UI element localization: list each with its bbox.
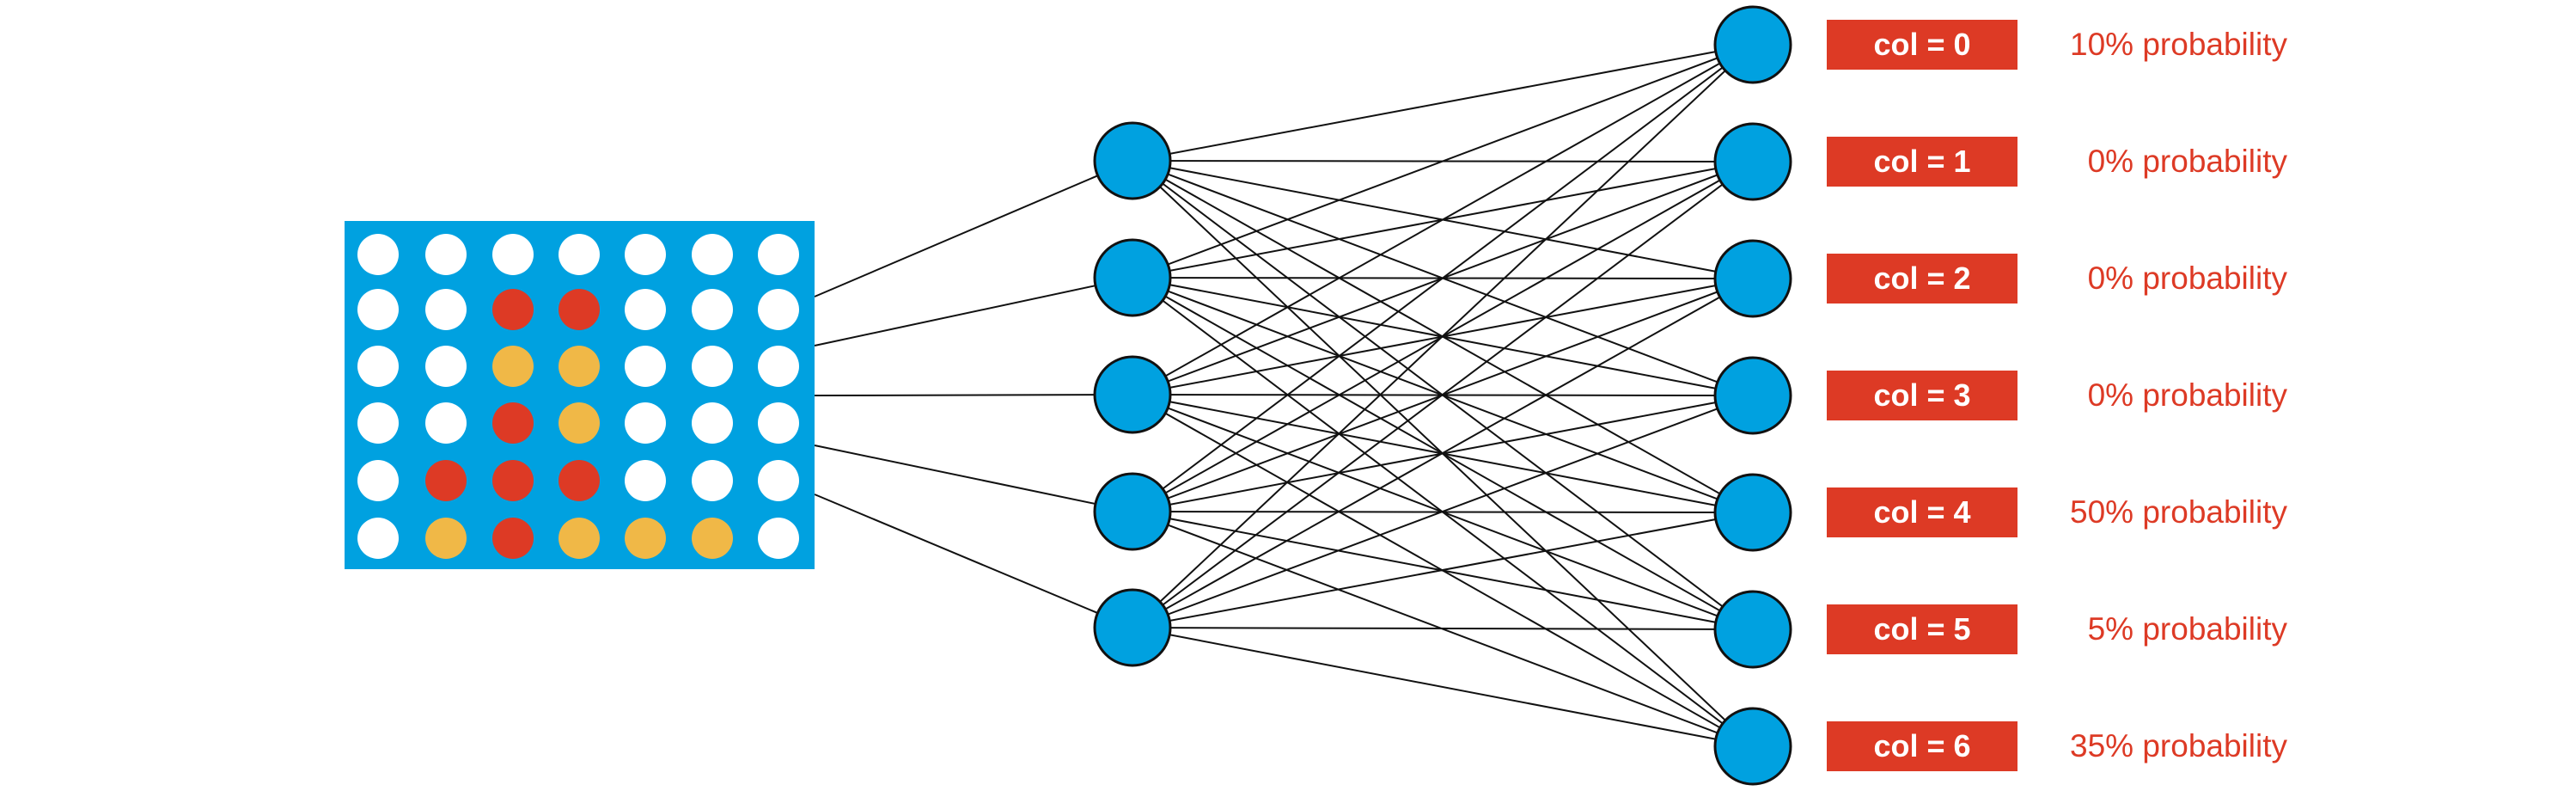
- output-probability-col-3: 0% probability: [2087, 377, 2287, 413]
- board-cell-yellow: [425, 518, 467, 559]
- board-cell-yellow: [625, 518, 666, 559]
- board-cell-empty: [692, 346, 733, 387]
- connection-lines: [814, 44, 1754, 747]
- board-cell-empty: [758, 234, 799, 275]
- board-cell-empty: [357, 402, 399, 444]
- board-cell-empty: [625, 460, 666, 501]
- board-cell-yellow: [692, 518, 733, 559]
- hidden-output-connection-line: [1132, 161, 1754, 629]
- output-label-col-1: col = 1: [1827, 137, 2017, 187]
- board-cell-empty: [758, 402, 799, 444]
- hidden-node: [1093, 355, 1172, 434]
- board-cell-red: [559, 460, 600, 501]
- hidden-output-connection-line: [1132, 395, 1754, 629]
- hidden-node: [1093, 121, 1172, 200]
- hidden-output-connection-line: [1132, 44, 1754, 162]
- game-board: [345, 221, 815, 569]
- hidden-output-connection-line: [1132, 512, 1754, 629]
- output-label-col-0: col = 0: [1827, 20, 2017, 70]
- output-label-col-6: col = 6: [1827, 721, 2017, 771]
- output-node: [1713, 5, 1792, 84]
- board-cell-empty: [357, 289, 399, 330]
- board-cell-empty: [492, 234, 534, 275]
- output-node: [1713, 356, 1792, 435]
- board-cell-empty: [692, 460, 733, 501]
- board-cell-yellow: [492, 346, 534, 387]
- hidden-output-connection-line: [1132, 627, 1754, 747]
- board-cell-empty: [425, 234, 467, 275]
- board-cell-yellow: [559, 346, 600, 387]
- board-cell-empty: [425, 402, 467, 444]
- input-connection-line: [814, 394, 1133, 396]
- input-connection-line: [814, 494, 1133, 629]
- board-cell-empty: [625, 234, 666, 275]
- hidden-output-connection-line: [1132, 627, 1754, 630]
- hidden-node: [1093, 588, 1172, 667]
- board-cell-empty: [758, 518, 799, 559]
- board-cell-empty: [692, 402, 733, 444]
- output-label-col-2: col = 2: [1827, 254, 2017, 304]
- board-cell-red: [492, 402, 534, 444]
- hidden-output-connection-line: [1132, 44, 1754, 279]
- board-cell-empty: [357, 234, 399, 275]
- output-probability-col-5: 5% probability: [2087, 611, 2287, 647]
- input-connection-line: [814, 160, 1133, 297]
- output-probability-col-4: 50% probability: [2070, 494, 2287, 530]
- board-cell-empty: [357, 460, 399, 501]
- hidden-output-connection-line: [1132, 44, 1754, 396]
- hidden-node: [1093, 238, 1172, 317]
- board-cell-empty: [758, 289, 799, 330]
- board-cell-red: [492, 289, 534, 330]
- board-background: [345, 221, 815, 569]
- board-cell-empty: [692, 234, 733, 275]
- board-cell-empty: [425, 289, 467, 330]
- hidden-layer: [1093, 121, 1172, 667]
- output-label-col-3: col = 3: [1827, 371, 2017, 420]
- hidden-output-connection-line: [1132, 278, 1754, 629]
- input-connection-line: [814, 277, 1133, 346]
- output-node: [1713, 707, 1792, 786]
- output-label-col-4: col = 4: [1827, 487, 2017, 537]
- hidden-output-connection-line: [1132, 44, 1754, 512]
- board-cell-empty: [625, 402, 666, 444]
- board-cell-empty: [625, 289, 666, 330]
- board-cell-empty: [692, 289, 733, 330]
- output-layer: [1713, 5, 1792, 786]
- input-connection-line: [814, 445, 1133, 512]
- board-cell-red: [559, 289, 600, 330]
- board-cell-empty: [758, 460, 799, 501]
- board-cell-red: [492, 460, 534, 501]
- output-probability-col-0: 10% probability: [2070, 27, 2287, 62]
- board-cell-empty: [625, 346, 666, 387]
- board-cell-yellow: [559, 402, 600, 444]
- board-cell-empty: [357, 518, 399, 559]
- board-cell-red: [492, 518, 534, 559]
- board-cell-empty: [758, 346, 799, 387]
- hidden-node: [1093, 472, 1172, 551]
- board-cell-empty: [559, 234, 600, 275]
- output-node: [1713, 590, 1792, 669]
- board-cell-empty: [425, 346, 467, 387]
- output-probability-col-6: 35% probability: [2070, 728, 2287, 763]
- board-cell-red: [425, 460, 467, 501]
- board-cell-yellow: [559, 518, 600, 559]
- output-node: [1713, 122, 1792, 201]
- hidden-output-connection-line: [1132, 44, 1754, 629]
- board-cell-empty: [357, 346, 399, 387]
- output-node: [1713, 473, 1792, 552]
- output-probability-col-2: 0% probability: [2087, 261, 2287, 296]
- output-node: [1713, 239, 1792, 318]
- output-probability-col-1: 0% probability: [2087, 144, 2287, 179]
- output-label-col-5: col = 5: [1827, 604, 2017, 654]
